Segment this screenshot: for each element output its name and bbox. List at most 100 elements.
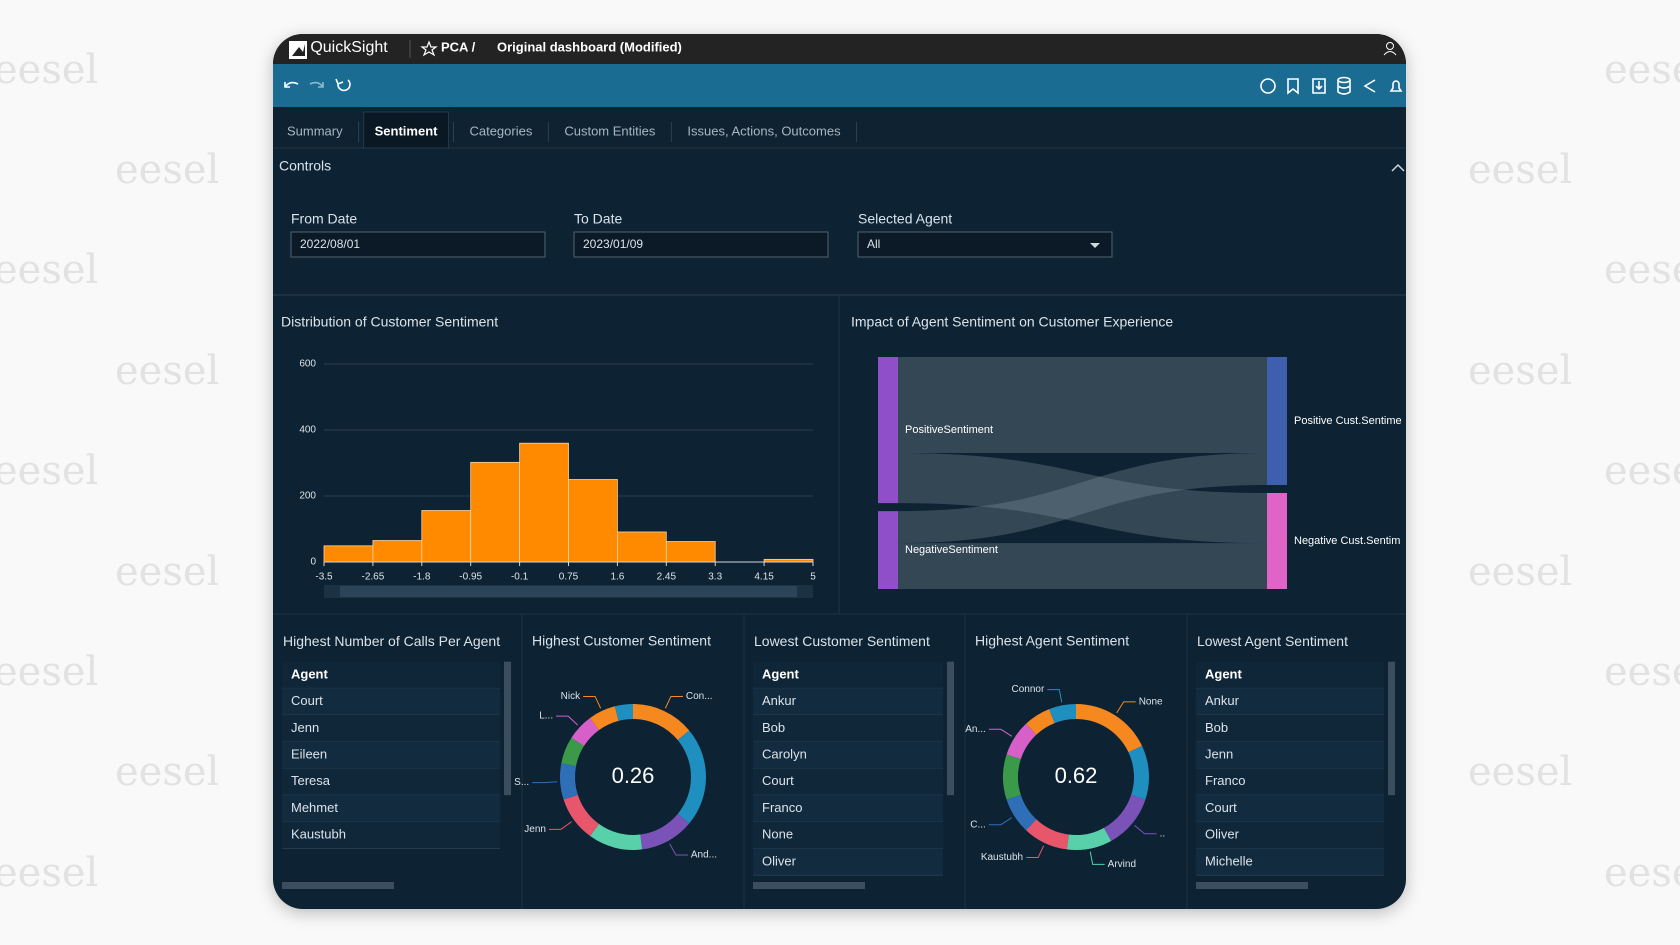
table-cell: Ankur (1205, 693, 1240, 708)
table-cell: Oliver (762, 853, 797, 868)
tab[interactable]: Summary (287, 123, 343, 138)
donut-segment (1006, 794, 1037, 831)
watermark: eesel (0, 247, 98, 293)
table-row (753, 661, 943, 689)
tab[interactable]: Categories (469, 123, 532, 138)
table-row (1196, 661, 1384, 689)
controls-title: Controls (279, 158, 331, 174)
history-icon[interactable] (1260, 78, 1276, 94)
donut-value: 0.26 (612, 763, 655, 788)
watermark: eesel (0, 448, 98, 494)
x-tick-label: 5 (810, 572, 816, 583)
v-scrollbar[interactable] (504, 661, 511, 796)
toolbar (273, 64, 1406, 107)
segment-label: An... (965, 724, 986, 735)
y-tick-label: 400 (299, 425, 316, 436)
leader-line (583, 695, 602, 709)
table-row (753, 715, 943, 742)
watermark: eesel (1468, 147, 1572, 193)
bar (470, 461, 521, 563)
field-input[interactable] (857, 231, 1113, 258)
watermark: eesel (1604, 850, 1680, 896)
leader-line (548, 821, 572, 830)
v-scrollbar[interactable] (1388, 661, 1395, 796)
field-value: All (867, 237, 880, 251)
refresh-icon[interactable] (335, 78, 351, 92)
active-tab (363, 111, 449, 149)
table-row (1196, 741, 1384, 769)
donut-segment (561, 737, 585, 767)
bar (617, 531, 667, 563)
leader-line (1047, 689, 1063, 703)
segment-label: Jenn (524, 824, 546, 835)
share-icon[interactable] (1363, 79, 1376, 93)
bar (519, 442, 569, 563)
segment-label: L... (539, 711, 553, 722)
table-cell: Jenn (291, 720, 319, 735)
tab[interactable]: Sentiment (375, 123, 439, 138)
alert-icon[interactable] (1389, 80, 1403, 92)
star-icon[interactable] (420, 40, 438, 57)
download-icon[interactable] (1312, 78, 1326, 94)
node-label: NegativeSentiment (905, 544, 998, 556)
donut-segment (614, 704, 633, 721)
bar (323, 545, 374, 563)
h-scrollbar[interactable] (1196, 882, 1308, 889)
x-tick-label: -2.65 (362, 572, 385, 583)
field-input[interactable] (573, 231, 829, 258)
table-row (282, 795, 500, 822)
table-cell: Eileen (291, 747, 327, 762)
user-icon[interactable] (1386, 42, 1394, 50)
x-tick-label: 0.75 (559, 572, 579, 583)
table-row (753, 795, 943, 822)
h-scrollbar[interactable] (753, 882, 865, 889)
segment-label: S... (514, 777, 529, 788)
leader-line (1026, 845, 1045, 859)
watermark: eesel (1604, 448, 1680, 494)
dashboard-name: Original dashboard (Modified) (497, 39, 682, 54)
sankey-node (1267, 493, 1287, 589)
donut-segment (1103, 794, 1146, 841)
table-cell: Teresa (291, 773, 331, 788)
redo-icon[interactable] (309, 81, 324, 88)
table-row (753, 848, 943, 876)
tab[interactable]: Issues, Actions, Outcomes (687, 123, 841, 138)
donut-segment (1006, 723, 1037, 760)
table-row (282, 688, 500, 716)
segment-label: And... (691, 850, 717, 861)
bar (665, 541, 716, 563)
table-cell: Franco (762, 800, 802, 815)
watermarks: eesel eesel eesel eesel eesel eesel eesel eesel… (0, 47, 1680, 896)
collapse-icon[interactable] (1391, 163, 1405, 172)
title-bar (273, 34, 1406, 64)
breadcrumb[interactable]: PCA / (441, 39, 476, 54)
x-tick-label: 4.15 (754, 572, 774, 583)
panel-title: Highest Number of Calls Per Agent (283, 633, 500, 649)
tab[interactable]: Custom Entities (564, 123, 656, 138)
h-scrollbar[interactable] (282, 882, 394, 889)
field-value: 2023/01/09 (583, 237, 643, 251)
donut-segment (1049, 704, 1076, 724)
bar (372, 540, 423, 563)
watermark: eesel (0, 649, 98, 695)
leader-line (1089, 851, 1105, 865)
field-input[interactable] (290, 231, 546, 258)
donut-segment (571, 717, 599, 746)
field-label: To Date (574, 211, 622, 227)
watermark: eesel (1468, 549, 1572, 595)
panel-title: Lowest Customer Sentiment (754, 633, 930, 649)
bookmark-icon[interactable] (1287, 78, 1299, 95)
field-value: 2022/08/01 (300, 237, 360, 251)
table-header: Agent (762, 666, 800, 681)
v-scrollbar[interactable] (947, 661, 954, 796)
undo-icon[interactable] (284, 81, 299, 88)
donut-value: 0.62 (1055, 763, 1098, 788)
scrollbar-thumb[interactable] (340, 586, 797, 597)
watermark: eesel (115, 549, 219, 595)
table-cell: Court (291, 693, 323, 708)
table-row (1196, 688, 1384, 716)
x-tick-label: -1.8 (413, 572, 431, 583)
watermark: eesel (1468, 348, 1572, 394)
table-row (282, 821, 500, 849)
